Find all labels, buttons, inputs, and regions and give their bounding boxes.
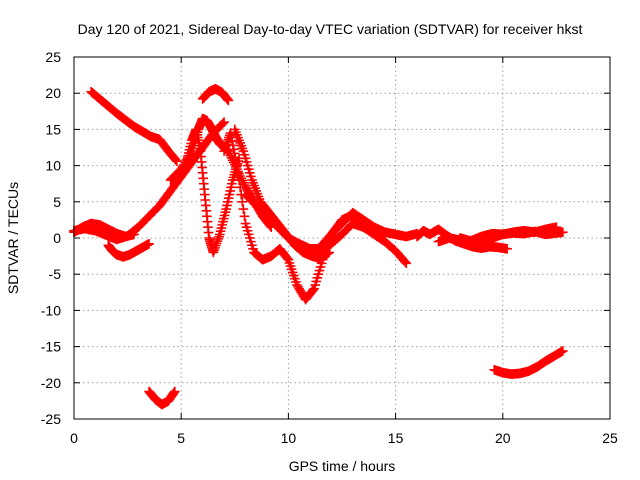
data-point	[241, 222, 252, 232]
data-point	[239, 149, 250, 160]
data-point	[237, 197, 248, 207]
y-tick-label: 10	[45, 158, 61, 174]
y-tick-label: -15	[41, 339, 61, 355]
data-point	[310, 280, 320, 290]
y-axis-label: SDTVAR / TECUs	[5, 182, 21, 294]
data-point	[239, 211, 250, 222]
data-point	[246, 171, 256, 182]
x-axis-label: GPS time / hours	[289, 458, 396, 474]
data-series	[315, 207, 422, 252]
x-tick-label: 20	[495, 430, 511, 446]
data-point	[400, 257, 410, 267]
data-point	[217, 118, 228, 129]
data-series	[197, 84, 234, 106]
data-point	[502, 244, 512, 254]
y-tick-labels: 25 20 15 10 5 0 -5 -10 -15 -20 -25	[41, 49, 61, 427]
data-point	[225, 128, 236, 138]
data-point	[558, 227, 568, 238]
y-tick-label: 0	[53, 230, 61, 246]
data-point	[312, 273, 323, 283]
data-point	[171, 155, 181, 165]
data-point	[144, 238, 154, 249]
data-point	[245, 168, 255, 178]
data-series	[86, 86, 182, 167]
x-tick-label: 25	[602, 430, 618, 446]
data-point	[315, 262, 326, 272]
data-point	[308, 285, 318, 295]
data-point	[172, 156, 182, 167]
plot-frame	[73, 56, 611, 420]
data-point	[245, 233, 255, 243]
x-tick-label: 5	[177, 430, 185, 446]
x-tick-label: 10	[281, 430, 297, 446]
data-point	[232, 160, 242, 171]
data-point	[224, 189, 235, 200]
data-point	[311, 276, 322, 287]
data-point	[222, 200, 232, 211]
x-tick-labels: 0 5 10 15 20 25	[70, 430, 618, 446]
data-point	[240, 218, 251, 229]
data-point	[558, 346, 568, 356]
data-point	[243, 229, 254, 240]
data-point	[247, 240, 257, 251]
data-series	[144, 386, 180, 410]
data-point	[314, 265, 325, 276]
data-point	[240, 153, 251, 164]
data-point	[246, 236, 256, 247]
data-point	[313, 269, 324, 279]
data-point	[241, 157, 252, 167]
data-point	[223, 193, 234, 203]
data-point	[233, 168, 243, 178]
data-point	[222, 94, 233, 105]
y-tick-label: -25	[41, 411, 61, 427]
data-point	[229, 148, 240, 159]
x-tick-label: 15	[388, 430, 404, 446]
y-tick-label: 25	[45, 49, 61, 65]
data-point	[228, 144, 239, 155]
data-point	[243, 164, 254, 175]
data-point	[238, 204, 249, 214]
data-point	[226, 182, 236, 193]
data-point	[227, 178, 237, 189]
y-tick-label: 15	[45, 121, 61, 137]
data-series	[412, 224, 512, 254]
data-point	[309, 283, 319, 294]
data-point	[242, 225, 253, 236]
data-point	[225, 186, 236, 196]
data-point	[228, 140, 238, 151]
data-point	[401, 258, 412, 269]
data-point	[231, 156, 241, 167]
data-series	[103, 238, 154, 262]
data-point	[230, 152, 241, 163]
data-point	[238, 146, 249, 156]
data-point	[223, 197, 233, 207]
data-point	[219, 117, 229, 127]
data-point	[221, 204, 232, 214]
x-tick-label: 0	[70, 430, 78, 446]
y-tick-label: -5	[49, 266, 62, 282]
data-point	[223, 95, 234, 106]
data-series	[489, 346, 568, 379]
data-point	[169, 386, 180, 397]
y-tick-label: 5	[53, 194, 61, 210]
data-point	[234, 175, 244, 185]
y-tick-label: -20	[41, 375, 61, 391]
data-point	[169, 387, 179, 398]
data-point	[235, 182, 245, 193]
data-point	[227, 136, 237, 146]
y-tick-label: -10	[41, 302, 61, 318]
chart-title: Day 120 of 2021, Sidereal Day-to-day VTE…	[78, 21, 583, 37]
data-series	[455, 226, 568, 246]
y-tick-label: 20	[45, 85, 61, 101]
data-point	[242, 160, 253, 171]
